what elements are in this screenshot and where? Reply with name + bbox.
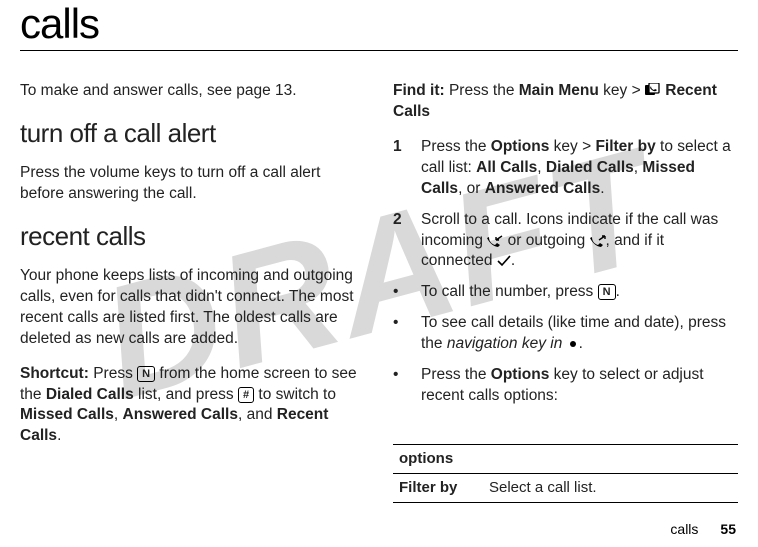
footer-label: calls (670, 521, 698, 537)
step-1-text: Press the Options key > Filter by to sel… (421, 137, 738, 200)
t: , (114, 406, 123, 423)
t: . (616, 283, 620, 300)
recent-calls-icon (645, 83, 661, 97)
t: Press the (445, 82, 519, 99)
dialed-calls-label: Dialed Calls (546, 159, 634, 176)
step-2-text: Scroll to a call. Icons indicate if the … (421, 210, 738, 273)
t: list, and press (134, 386, 238, 403)
bullet-dot: • (393, 282, 421, 303)
step-2: 2 Scroll to a call. Icons indicate if th… (393, 210, 738, 273)
all-calls-label: All Calls (476, 159, 537, 176)
bullet-1-text: To call the number, press N. (421, 282, 738, 303)
dialed-calls-label: Dialed Calls (46, 386, 134, 403)
options-table: options Filter by Select a call list. (393, 444, 738, 504)
filter-by-cell-text: Select a call list. (483, 474, 738, 503)
options-header: options (393, 444, 738, 473)
find-it-line: Find it: Press the Main Menu key > Recen… (393, 81, 738, 123)
step-2-number: 2 (393, 210, 421, 273)
recent-calls-body: Your phone keeps lists of incoming and o… (20, 266, 365, 350)
t: . (600, 180, 604, 197)
filter-by-label: Filter by (595, 138, 655, 155)
t: Press (89, 365, 137, 382)
t: Press the (421, 138, 491, 155)
main-menu-label: Main Menu (519, 82, 599, 99)
bullet-1: • To call the number, press N. (393, 282, 738, 303)
right-column: Find it: Press the Main Menu key > Recen… (393, 81, 738, 503)
step-1: 1 Press the Options key > Filter by to s… (393, 137, 738, 200)
answered-calls-label: Answered Calls (123, 406, 238, 423)
t: . (511, 252, 515, 269)
left-column: To make and answer calls, see page 13. t… (20, 81, 365, 503)
page-footer: calls 55 (670, 521, 736, 537)
nav-key-label: navigation key in (447, 335, 562, 352)
connected-icon (497, 255, 511, 267)
incoming-icon (487, 235, 503, 247)
intro-text: To make and answer calls, see page 13. (20, 81, 365, 102)
filter-by-cell-label: Filter by (393, 474, 483, 503)
bullet-2: • To see call details (like time and dat… (393, 313, 738, 355)
options-key-label: Options (491, 138, 550, 155)
bullet-dot: • (393, 365, 421, 407)
step-1-number: 1 (393, 137, 421, 200)
bullet-3: • Press the Options key to select or adj… (393, 365, 738, 407)
t: To call the number, press (421, 283, 598, 300)
options-key-label: Options (491, 366, 550, 383)
page-number: 55 (720, 521, 736, 537)
t: , and (238, 406, 277, 423)
t: , or (458, 180, 485, 197)
hash-key-icon: # (238, 387, 254, 403)
center-key-icon (567, 338, 579, 350)
t: Press the (421, 366, 491, 383)
shortcut-label: Shortcut: (20, 365, 89, 382)
t: to switch to (254, 386, 336, 403)
t: key > (549, 138, 595, 155)
shortcut-paragraph: Shortcut: Press N from the home screen t… (20, 364, 365, 448)
outgoing-icon (590, 235, 606, 247)
bullet-2-text: To see call details (like time and date)… (421, 313, 738, 355)
t: or outgoing (503, 232, 589, 249)
answered-calls-label: Answered Calls (485, 180, 600, 197)
page-title: calls (20, 0, 738, 51)
missed-calls-label: Missed Calls (20, 406, 114, 423)
section-recent-calls: recent calls (20, 219, 365, 254)
find-it-label: Find it: (393, 82, 445, 99)
turn-off-body: Press the volume keys to turn off a call… (20, 163, 365, 205)
section-turn-off-alert: turn off a call alert (20, 116, 365, 151)
t: key > (599, 82, 645, 99)
t: . (57, 427, 61, 444)
anchor-mark: - (393, 427, 395, 433)
send-key-icon: N (137, 366, 155, 382)
bullet-dot: • (393, 313, 421, 355)
send-key-icon: N (598, 284, 616, 300)
t: . (579, 335, 583, 352)
bullet-3-text: Press the Options key to select or adjus… (421, 365, 738, 407)
t: , (537, 159, 546, 176)
